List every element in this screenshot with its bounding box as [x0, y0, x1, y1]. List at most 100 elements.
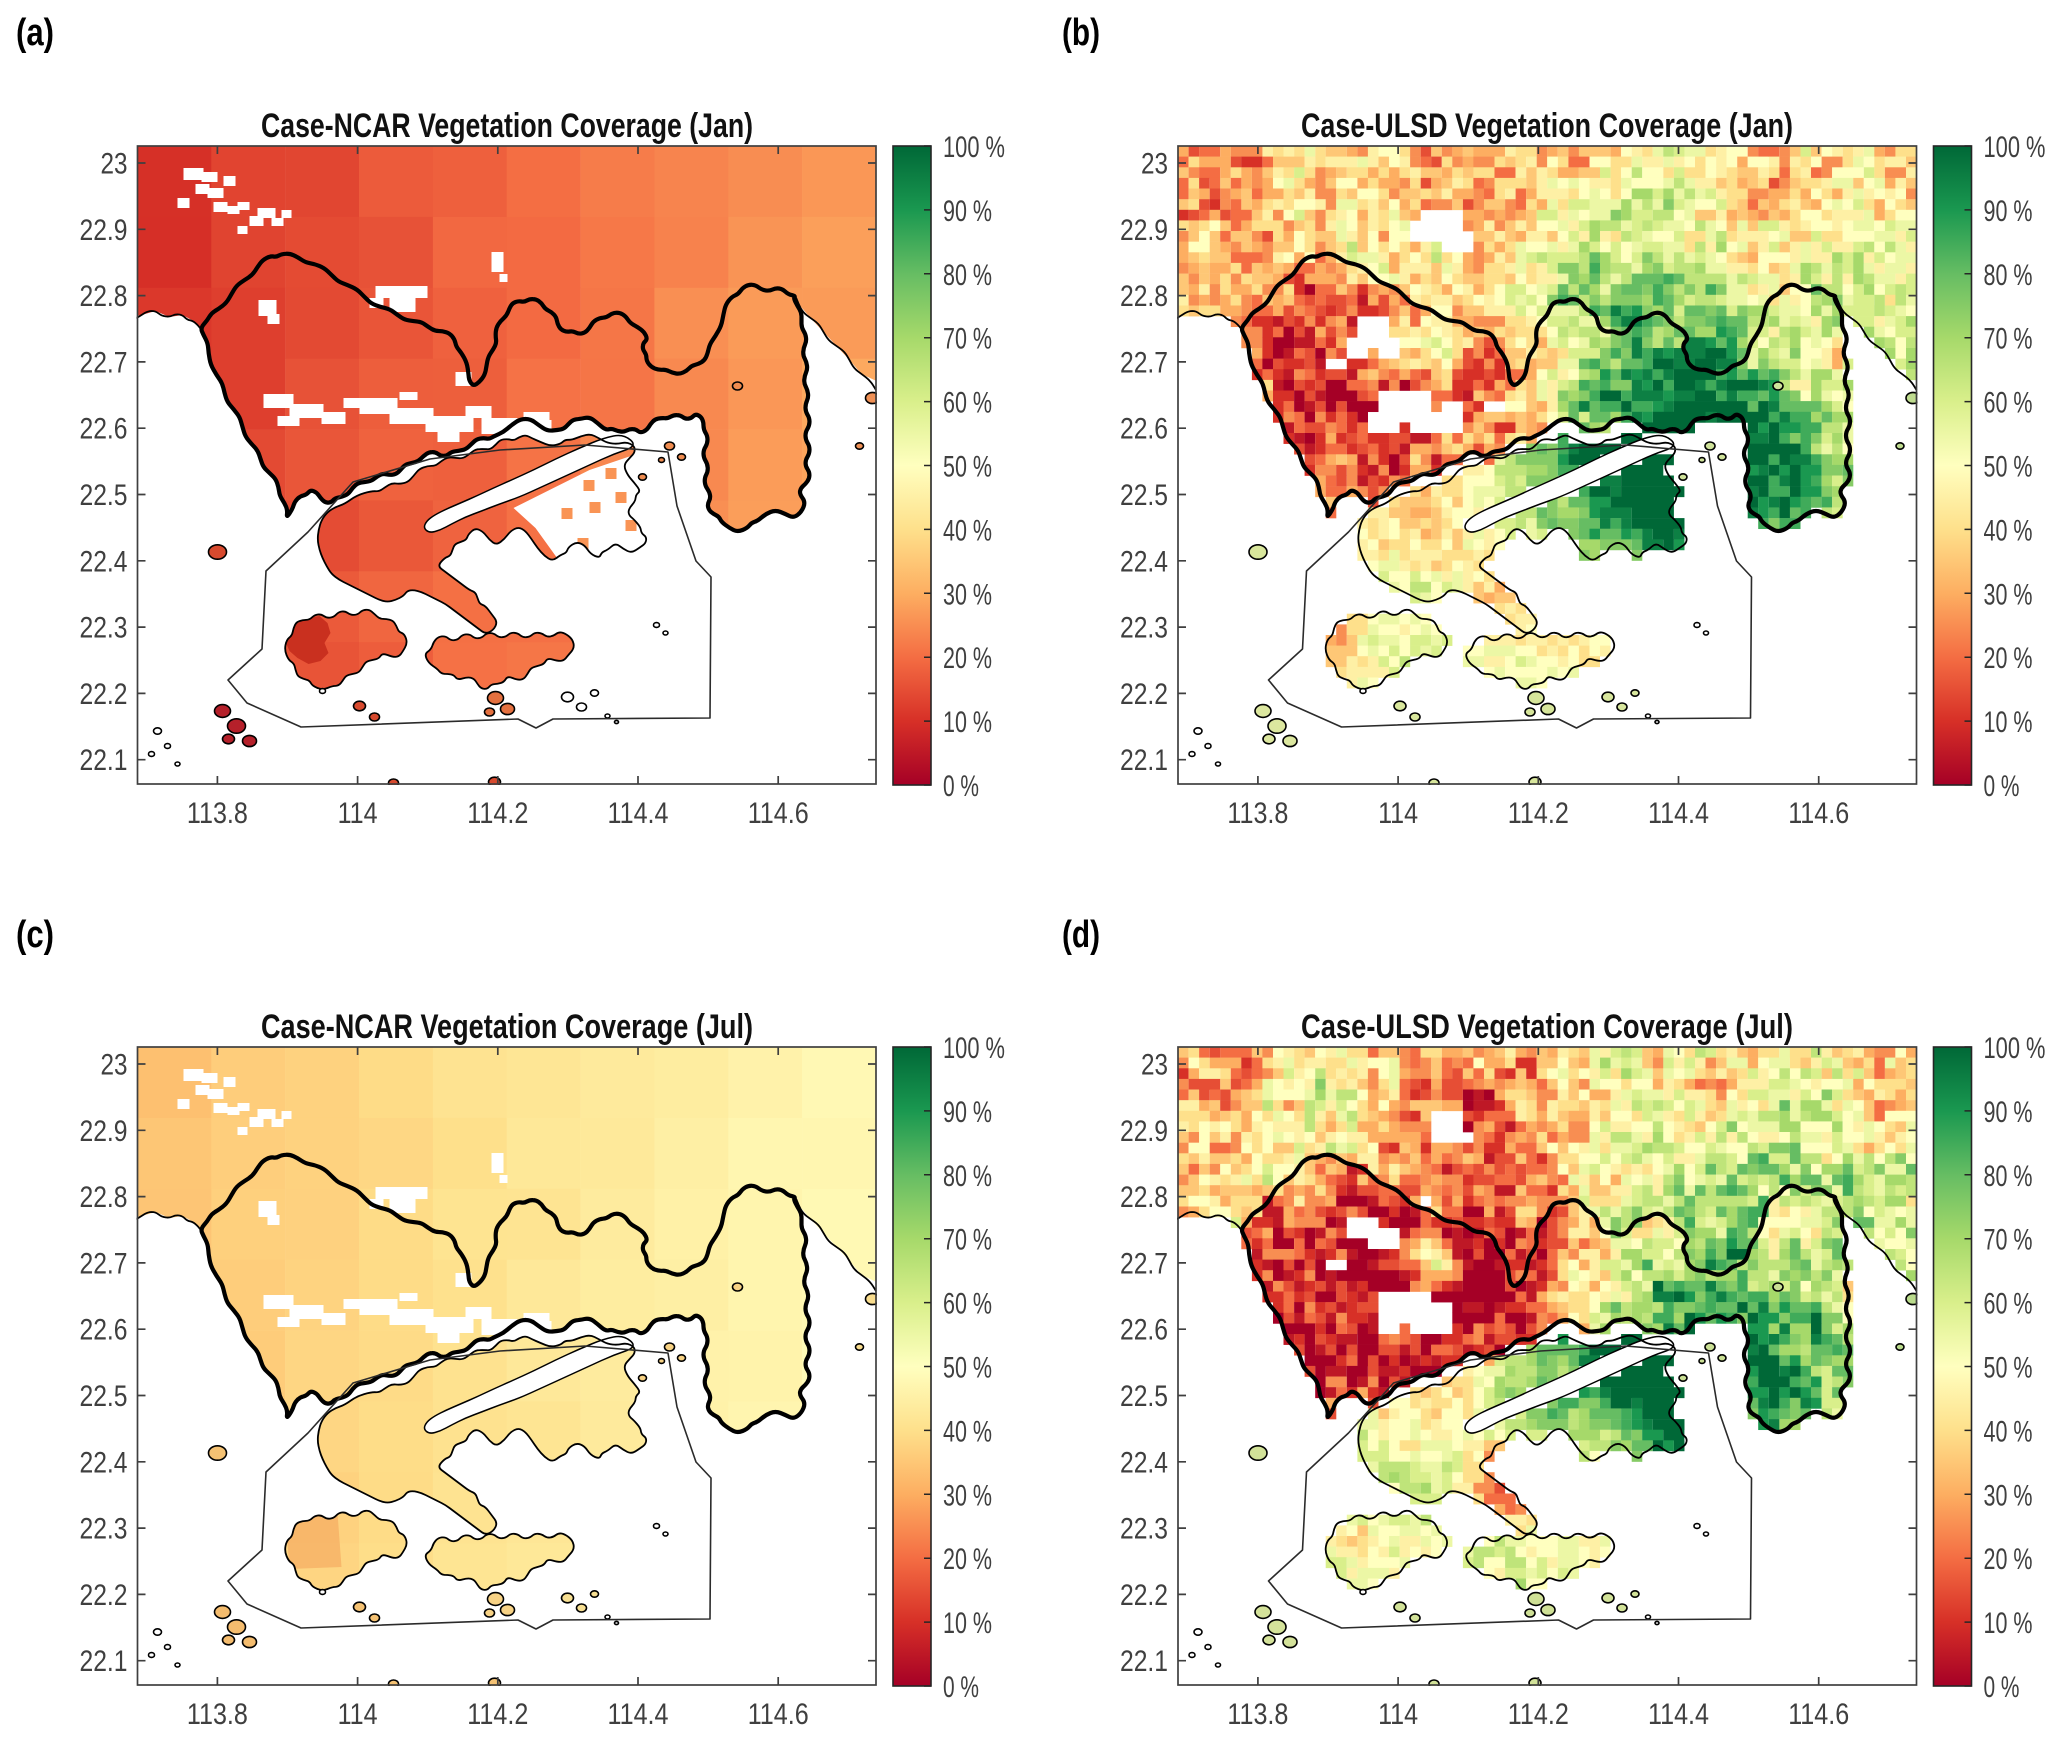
svg-text:114.2: 114.2 — [1508, 1698, 1569, 1731]
svg-text:22.9: 22.9 — [1120, 214, 1168, 247]
svg-text:0 %: 0 % — [1984, 1671, 2020, 1704]
svg-text:Case-ULSD Vegetation Coverage: Case-ULSD Vegetation Coverage (Jan) — [1301, 107, 1793, 145]
svg-text:10 %: 10 % — [1984, 1607, 2033, 1640]
svg-text:40 %: 40 % — [943, 1415, 992, 1448]
svg-text:22.6: 22.6 — [80, 413, 128, 446]
svg-text:22.1: 22.1 — [80, 1645, 128, 1678]
svg-text:30 %: 30 % — [1984, 578, 2033, 611]
svg-text:60 %: 60 % — [943, 1288, 992, 1321]
svg-text:(b): (b) — [1062, 12, 1100, 54]
svg-text:30 %: 30 % — [943, 1479, 992, 1512]
svg-text:22.9: 22.9 — [1120, 1115, 1168, 1148]
svg-text:114.2: 114.2 — [1508, 797, 1569, 830]
svg-text:22.3: 22.3 — [1120, 612, 1168, 645]
svg-text:22.3: 22.3 — [1120, 1513, 1168, 1546]
svg-text:114.6: 114.6 — [748, 1698, 809, 1731]
svg-text:113.8: 113.8 — [1227, 797, 1288, 830]
svg-text:0 %: 0 % — [943, 770, 979, 803]
svg-text:Case-ULSD Vegetation Coverage: Case-ULSD Vegetation Coverage (Jul) — [1301, 1008, 1793, 1046]
svg-text:22.2: 22.2 — [80, 678, 128, 711]
svg-text:22.8: 22.8 — [80, 280, 128, 313]
svg-text:114: 114 — [338, 1698, 378, 1731]
svg-text:114.6: 114.6 — [748, 797, 809, 830]
svg-text:20 %: 20 % — [943, 642, 992, 675]
svg-text:40 %: 40 % — [1984, 514, 2033, 547]
svg-text:0 %: 0 % — [943, 1671, 979, 1704]
svg-text:22.2: 22.2 — [1120, 1579, 1168, 1612]
svg-text:(a): (a) — [16, 12, 54, 54]
svg-text:100 %: 100 % — [1984, 1032, 2046, 1065]
svg-text:10 %: 10 % — [943, 1607, 992, 1640]
svg-text:22.1: 22.1 — [1120, 744, 1168, 777]
svg-text:90 %: 90 % — [1984, 1096, 2033, 1129]
svg-text:22.3: 22.3 — [80, 1513, 128, 1546]
svg-text:113.8: 113.8 — [1227, 1698, 1288, 1731]
svg-text:113.8: 113.8 — [187, 797, 248, 830]
svg-text:22.4: 22.4 — [1120, 1446, 1168, 1479]
svg-text:114.6: 114.6 — [1788, 1698, 1849, 1731]
svg-text:22.6: 22.6 — [1120, 1314, 1168, 1347]
svg-text:22.5: 22.5 — [80, 1380, 128, 1413]
svg-text:60 %: 60 % — [1984, 387, 2033, 420]
svg-text:30 %: 30 % — [1984, 1479, 2033, 1512]
svg-text:22.7: 22.7 — [80, 1247, 128, 1280]
svg-text:23: 23 — [101, 148, 128, 181]
svg-text:23: 23 — [1141, 1049, 1168, 1082]
svg-text:80 %: 80 % — [943, 259, 992, 292]
svg-text:70 %: 70 % — [1984, 323, 2033, 356]
svg-text:22.4: 22.4 — [1120, 545, 1168, 578]
svg-text:114: 114 — [1378, 797, 1418, 830]
svg-text:22.4: 22.4 — [80, 1446, 128, 1479]
svg-text:114.4: 114.4 — [608, 797, 669, 830]
svg-text:0 %: 0 % — [1984, 770, 2020, 803]
svg-text:Case-NCAR Vegetation Coverage: Case-NCAR Vegetation Coverage (Jan) — [261, 107, 753, 145]
svg-text:80 %: 80 % — [1984, 1160, 2033, 1193]
svg-text:10 %: 10 % — [943, 706, 992, 739]
svg-text:22.5: 22.5 — [80, 479, 128, 512]
svg-text:50 %: 50 % — [1984, 451, 2033, 484]
svg-text:22.9: 22.9 — [80, 1115, 128, 1148]
svg-text:114.2: 114.2 — [467, 1698, 528, 1731]
svg-text:90 %: 90 % — [943, 1096, 992, 1129]
svg-text:113.8: 113.8 — [187, 1698, 248, 1731]
svg-text:114: 114 — [1378, 1698, 1418, 1731]
svg-text:22.8: 22.8 — [1120, 1181, 1168, 1214]
svg-text:22.4: 22.4 — [80, 545, 128, 578]
svg-text:50 %: 50 % — [943, 451, 992, 484]
svg-text:90 %: 90 % — [943, 195, 992, 228]
svg-text:22.1: 22.1 — [1120, 1645, 1168, 1678]
svg-text:22.5: 22.5 — [1120, 479, 1168, 512]
svg-text:22.9: 22.9 — [80, 214, 128, 247]
svg-text:20 %: 20 % — [1984, 642, 2033, 675]
svg-text:90 %: 90 % — [1984, 195, 2033, 228]
svg-text:(d): (d) — [1062, 914, 1100, 956]
svg-text:80 %: 80 % — [943, 1160, 992, 1193]
svg-text:22.7: 22.7 — [1120, 1247, 1168, 1280]
svg-text:50 %: 50 % — [1984, 1352, 2033, 1385]
svg-text:20 %: 20 % — [1984, 1543, 2033, 1576]
svg-text:22.3: 22.3 — [80, 612, 128, 645]
svg-text:22.6: 22.6 — [1120, 413, 1168, 446]
svg-text:22.8: 22.8 — [1120, 280, 1168, 313]
svg-text:22.8: 22.8 — [80, 1181, 128, 1214]
svg-text:114.2: 114.2 — [467, 797, 528, 830]
svg-text:50 %: 50 % — [943, 1352, 992, 1385]
svg-text:70 %: 70 % — [943, 1224, 992, 1257]
svg-text:22.2: 22.2 — [80, 1579, 128, 1612]
svg-text:114.6: 114.6 — [1788, 797, 1849, 830]
svg-text:10 %: 10 % — [1984, 706, 2033, 739]
svg-text:60 %: 60 % — [1984, 1288, 2033, 1321]
svg-text:40 %: 40 % — [943, 514, 992, 547]
svg-text:22.5: 22.5 — [1120, 1380, 1168, 1413]
svg-text:22.1: 22.1 — [80, 744, 128, 777]
svg-text:20 %: 20 % — [943, 1543, 992, 1576]
svg-text:80 %: 80 % — [1984, 259, 2033, 292]
svg-text:114.4: 114.4 — [1648, 797, 1709, 830]
svg-text:22.2: 22.2 — [1120, 678, 1168, 711]
svg-text:60 %: 60 % — [943, 387, 992, 420]
svg-text:114: 114 — [338, 797, 378, 830]
svg-text:22.7: 22.7 — [80, 346, 128, 379]
svg-text:100 %: 100 % — [943, 131, 1005, 164]
svg-text:114.4: 114.4 — [608, 1698, 669, 1731]
svg-text:114.4: 114.4 — [1648, 1698, 1709, 1731]
